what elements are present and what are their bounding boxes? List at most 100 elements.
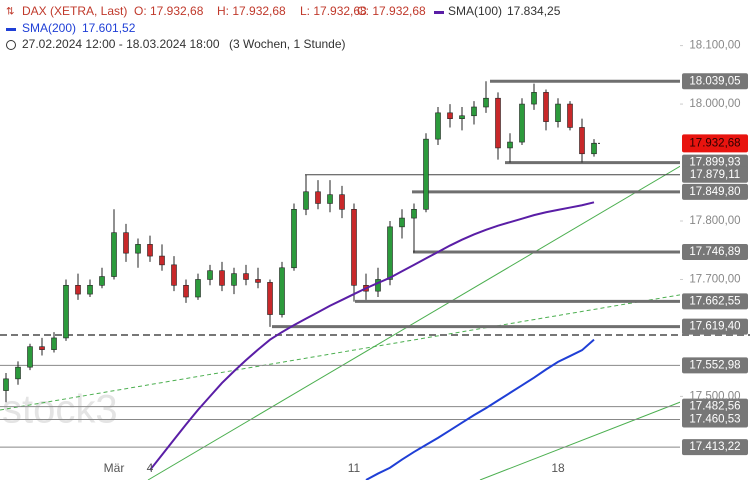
candle-body <box>435 112 441 140</box>
candle-body <box>195 279 201 298</box>
candle-body <box>495 97 501 149</box>
candle-body <box>291 209 297 269</box>
candle-body <box>171 264 177 286</box>
candle-body <box>39 346 45 350</box>
candle-body <box>327 194 333 204</box>
y-tick-label: 18.000,00 <box>689 98 740 110</box>
level-label-box <box>682 357 748 374</box>
level-label-box <box>682 183 748 200</box>
interval: (3 Wochen, 1 Stunde) <box>229 37 346 51</box>
candle-body <box>159 255 165 266</box>
candle-body <box>231 273 237 286</box>
x-tick-label: 18 <box>551 461 565 475</box>
candle-body <box>63 285 69 339</box>
legend-label: SMA(100) <box>448 4 502 18</box>
candle-body <box>99 276 105 286</box>
candle-body <box>219 270 225 286</box>
candle-body <box>147 244 153 257</box>
x-tick-label: 4 <box>147 461 154 475</box>
candle-body <box>567 103 573 128</box>
level-label-box <box>682 439 748 456</box>
candle-body <box>135 244 141 254</box>
trend-line <box>0 294 680 411</box>
candle-body <box>351 209 357 286</box>
x-tick-label: Mär <box>104 461 125 475</box>
level-label-box <box>682 73 748 90</box>
candle-body <box>471 106 477 117</box>
candle-body <box>75 285 81 295</box>
date-range: 27.02.2024 12:00 - 18.03.2024 18:00 <box>22 37 220 51</box>
legend-value: 17.834,25 <box>507 4 561 18</box>
candle-body <box>459 115 465 119</box>
header: ⇅ DAX (XETRA, Last) O: 17.932,68 H: 17.9… <box>6 4 561 51</box>
icon: ⇅ <box>6 7 14 18</box>
y-tick-label: 17.700,00 <box>689 273 740 285</box>
x-tick-label: 11 <box>348 461 361 475</box>
candle-body <box>375 279 381 292</box>
ohlc: H: 17.932,68 <box>217 4 286 18</box>
candle-body <box>579 127 585 155</box>
watermark: stock3 <box>2 388 118 432</box>
level-label: 17.482,56 <box>689 401 740 413</box>
candle-body <box>243 273 249 280</box>
candle-body <box>123 232 129 254</box>
candle-body <box>531 92 537 105</box>
level-label-box <box>682 154 748 171</box>
ohlc: L: 17.932,68 <box>300 4 367 18</box>
y-tick-label: 17.500,00 <box>689 390 740 402</box>
level-label: 17.746,89 <box>689 246 740 258</box>
level-label-box <box>682 244 748 261</box>
level-label-box <box>682 411 748 428</box>
candle-body <box>303 191 309 210</box>
sma-line <box>149 201 595 471</box>
legend-swatch <box>434 11 444 14</box>
candle-body <box>483 97 489 108</box>
y-tick-label: 17.800,00 <box>689 215 740 227</box>
level-label: 18.039,05 <box>689 75 740 87</box>
candle-body <box>111 232 117 277</box>
level-label-box <box>682 166 748 183</box>
level-label: 17.849,80 <box>689 186 740 198</box>
candle-body <box>399 217 405 228</box>
current-price-label: 17.932,68 <box>689 137 740 149</box>
candle-body <box>87 285 93 295</box>
candle-body <box>519 103 525 143</box>
candle-body <box>423 138 429 210</box>
candle-body <box>447 112 453 119</box>
legend-swatch <box>6 28 16 31</box>
level-label: 17.460,53 <box>689 414 740 426</box>
candle-body <box>279 267 285 315</box>
level-label: 17.662,55 <box>689 295 740 307</box>
candle-body <box>507 141 513 149</box>
candle-body <box>27 346 33 368</box>
current-price-box <box>682 134 748 153</box>
ohlc: O: 17.932,68 <box>134 4 204 18</box>
candle-body <box>51 337 57 350</box>
level-label-box <box>682 318 748 335</box>
legend-value: 17.601,52 <box>82 21 136 35</box>
symbol: DAX (XETRA, Last) <box>22 4 127 18</box>
clock-icon <box>6 40 16 50</box>
candle-body <box>315 191 321 204</box>
level-label: 17.552,98 <box>689 359 740 371</box>
candle-body <box>387 226 393 280</box>
candle-body <box>3 378 9 391</box>
sma-line <box>365 338 595 480</box>
ohlc: C: 17.932,68 <box>357 4 426 18</box>
level-label: 17.619,40 <box>689 321 740 333</box>
candle-body <box>555 103 561 122</box>
level-label: 17.413,22 <box>689 441 740 453</box>
trend-line <box>479 401 680 480</box>
candle-body <box>183 285 189 298</box>
candle-body <box>15 366 21 380</box>
candle-body <box>339 194 345 210</box>
candle-body <box>591 142 597 155</box>
y-tick-label: 18.100,00 <box>689 40 740 52</box>
level-label: 17.879,11 <box>690 169 740 181</box>
level-label-box <box>682 398 748 415</box>
candle-body <box>207 270 213 280</box>
legend-label: SMA(200) <box>22 21 76 35</box>
candle-body <box>543 92 549 122</box>
candle-body <box>267 282 273 315</box>
